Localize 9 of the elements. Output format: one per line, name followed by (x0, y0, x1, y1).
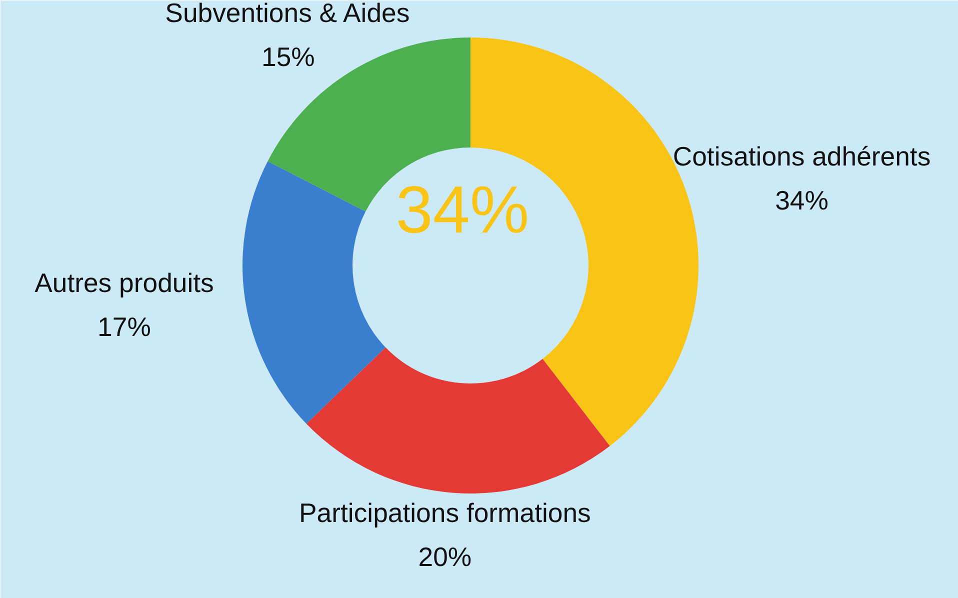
text: 34% (396, 174, 530, 248)
data-label: 17% (98, 312, 151, 342)
slice-label: Cotisations adhérents (672, 141, 931, 172)
slice-label: Autres produits (34, 268, 214, 298)
data-label: 34% (775, 185, 828, 216)
data-label: 20% (418, 542, 472, 572)
slice-label: Participations formations (299, 498, 591, 528)
data-label: 15% (261, 42, 315, 72)
slice-label: Subventions & Aides (165, 0, 410, 28)
